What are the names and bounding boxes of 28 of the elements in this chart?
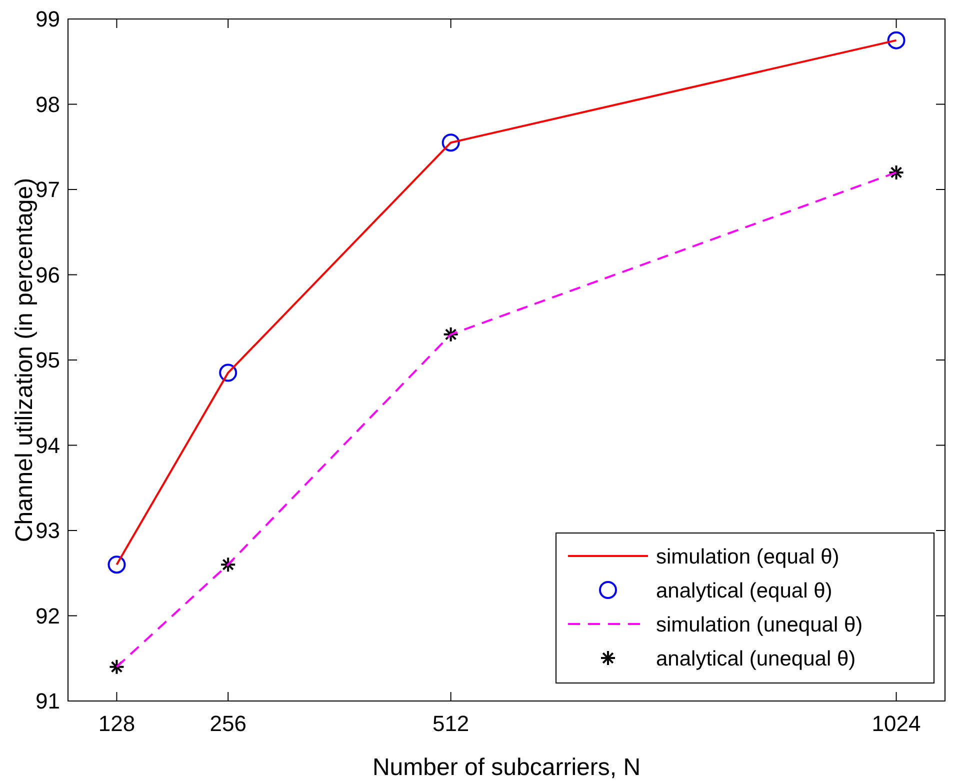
point [442,134,460,152]
legend-label: simulation (unequal θ) [656,613,863,636]
point [108,556,126,574]
y-tick-label: 95 [36,348,60,373]
x-tick-label: 512 [432,711,470,736]
y-tick-label: 92 [36,603,60,628]
legend-label: analytical (equal θ) [656,579,832,602]
legend-label: simulation (equal θ) [656,545,840,568]
y-tick-label: 97 [36,177,60,202]
x-tick-label: 128 [98,711,136,736]
x-axis-title: Number of subcarriers, N [372,754,641,781]
x-tick-label: 256 [210,711,246,736]
y-tick-label: 96 [36,262,60,288]
line-series [116,171,898,668]
y-tick-label: 94 [36,432,60,458]
point [442,326,459,342]
y-tick-label: 99 [36,6,60,32]
y-tick-label: 91 [36,688,60,714]
point [219,364,238,382]
legend-label: analytical (unequal θ) [656,647,856,670]
point [220,556,236,573]
x-tick-label: 1024 [872,711,921,736]
point [887,31,906,50]
point [888,164,904,180]
y-axis-title: Channel utilization (in percentage) [11,178,38,542]
y-tick-label: 93 [36,518,60,544]
point [108,658,125,675]
y-tick-label: 98 [36,92,60,117]
